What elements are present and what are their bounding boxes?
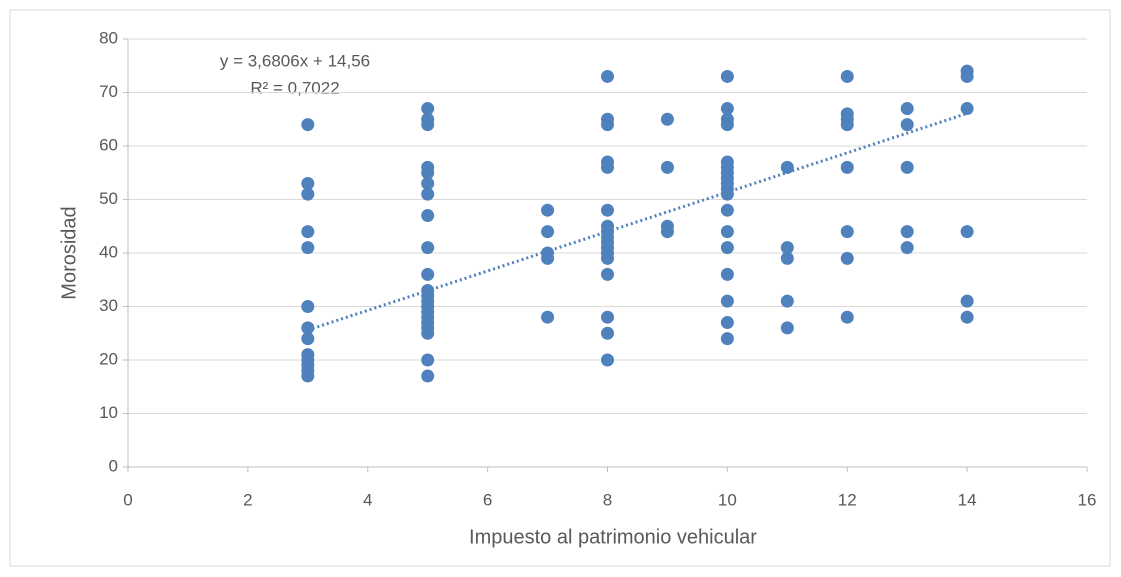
point — [601, 353, 614, 367]
point — [421, 187, 435, 201]
point — [421, 241, 435, 255]
point — [840, 251, 854, 265]
point — [840, 225, 854, 239]
point — [421, 118, 435, 132]
y-tick-label: 40 — [99, 242, 118, 261]
point — [720, 267, 734, 281]
point — [601, 203, 614, 217]
y-tick-label: 10 — [99, 403, 118, 422]
point — [900, 102, 914, 116]
point — [720, 332, 734, 346]
point — [301, 332, 315, 346]
point — [660, 160, 674, 174]
trendline — [307, 112, 968, 332]
point — [601, 267, 614, 281]
point — [900, 241, 914, 255]
point — [301, 300, 315, 313]
point — [780, 241, 794, 255]
x-tick-label: 6 — [483, 490, 492, 509]
point — [720, 69, 734, 83]
point — [720, 118, 734, 132]
point — [301, 321, 315, 335]
point — [421, 166, 435, 180]
trend-r2: R² = 0,7022 — [250, 78, 339, 97]
point — [301, 187, 315, 201]
point — [601, 118, 614, 132]
point — [301, 369, 315, 383]
x-tick-label: 8 — [603, 490, 612, 509]
point — [421, 369, 435, 383]
point — [601, 310, 614, 324]
point — [421, 176, 435, 190]
point — [900, 160, 914, 174]
x-tick-label: 14 — [958, 490, 977, 509]
point — [421, 102, 435, 116]
point — [720, 316, 734, 330]
trend-equation: y = 3,6806x + 14,56 — [220, 51, 370, 70]
point — [840, 69, 854, 83]
point — [780, 294, 794, 308]
point — [960, 310, 974, 324]
y-tick-label: 70 — [99, 82, 118, 101]
point — [601, 160, 614, 174]
point — [720, 102, 734, 116]
point — [720, 294, 734, 308]
point — [960, 69, 974, 83]
point — [840, 160, 854, 174]
y-tick-label: 30 — [99, 296, 118, 315]
point — [541, 310, 555, 324]
point — [301, 176, 315, 190]
point — [421, 267, 435, 281]
x-axis-title: Impuesto al patrimonio vehicular — [469, 526, 757, 548]
y-tick-label: 0 — [109, 456, 118, 475]
point — [601, 69, 614, 83]
point — [601, 251, 614, 265]
x-tick-label: 2 — [243, 490, 252, 509]
point — [421, 326, 435, 340]
point — [840, 118, 854, 132]
point — [960, 294, 974, 308]
point — [780, 321, 794, 335]
point — [541, 225, 555, 239]
point — [960, 102, 974, 116]
point — [780, 160, 794, 174]
point — [900, 225, 914, 239]
x-tick-label: 10 — [718, 490, 737, 509]
point — [660, 112, 674, 126]
chart-frame — [9, 9, 1111, 567]
point — [421, 209, 435, 223]
point — [301, 118, 315, 132]
point — [720, 225, 734, 239]
y-tick-label: 50 — [99, 189, 118, 208]
point — [780, 251, 794, 265]
point — [660, 225, 674, 239]
point — [601, 326, 614, 340]
y-axis-title: Morosidad — [58, 206, 80, 299]
point — [720, 241, 734, 255]
point — [900, 118, 914, 132]
point — [541, 203, 555, 217]
x-tick-label: 4 — [363, 490, 372, 509]
point — [541, 251, 555, 265]
x-tick-label: 12 — [838, 490, 857, 509]
point — [840, 310, 854, 324]
point — [421, 353, 435, 367]
point — [301, 241, 315, 255]
point — [720, 203, 734, 217]
y-tick-label: 80 — [99, 28, 118, 47]
x-tick-label: 0 — [123, 490, 132, 509]
y-tick-label: 60 — [99, 135, 118, 154]
y-tick-label: 20 — [99, 349, 118, 368]
point — [960, 225, 974, 239]
point — [301, 225, 315, 239]
x-tick-label: 16 — [1078, 490, 1097, 509]
